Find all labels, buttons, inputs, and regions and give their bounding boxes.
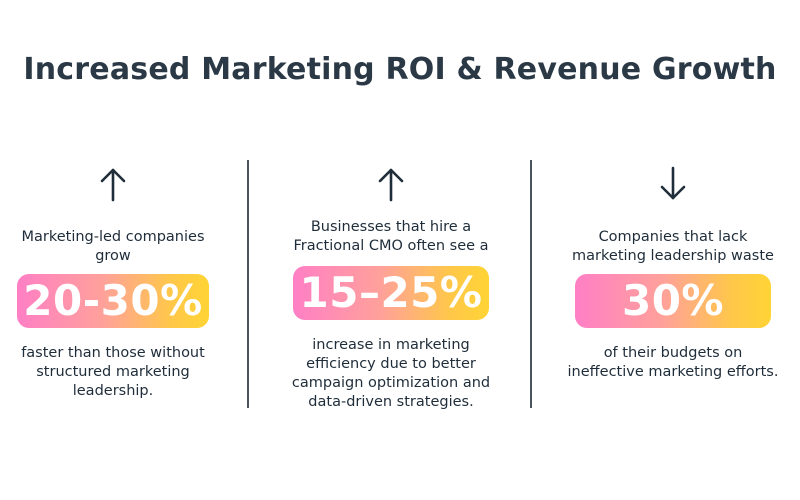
stat-value-pill: 30%: [575, 274, 771, 328]
stat-top-text: Companies that lack marketing leadership…: [572, 229, 774, 264]
stat-value-pill: 15–25%: [293, 266, 489, 320]
stat-bottom-text: of their budgets on ineffective marketin…: [567, 345, 779, 380]
arrow-up-icon: [378, 166, 404, 202]
arrow-up-icon: [100, 166, 126, 202]
page-title: Increased Marketing ROI & Revenue Growth: [23, 52, 777, 87]
column-divider: [247, 160, 249, 408]
stat-top-text: Marketing-led companies grow: [21, 229, 205, 264]
stat-bottom-text: faster than those without structured mar…: [21, 345, 205, 399]
column-divider: [530, 160, 532, 408]
stat-value-pill: 20-30%: [17, 274, 209, 328]
arrow-down-icon: [660, 166, 686, 202]
stat-top-text: Businesses that hire a Fractional CMO of…: [293, 219, 489, 254]
stat-bottom-text: increase in marketing efficiency due to …: [291, 337, 491, 410]
